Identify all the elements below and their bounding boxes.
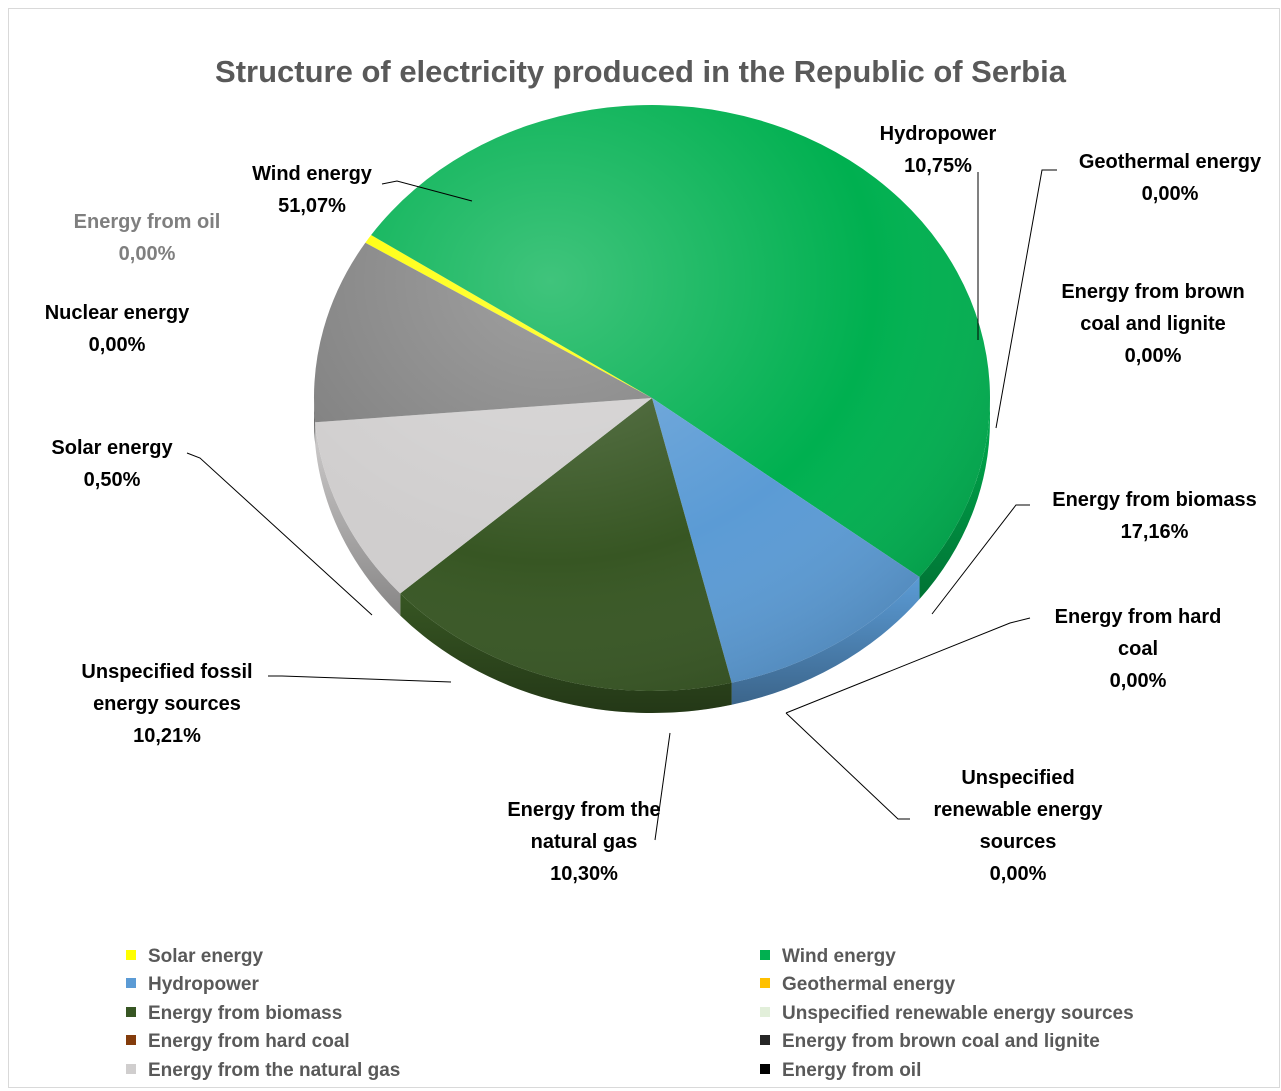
- legend-swatch: [126, 1006, 136, 1017]
- pie-rim-shade: [919, 398, 990, 600]
- data-label-fossil: Unspecified fossil energy sources 10,21%: [81, 661, 253, 747]
- data-label-hydro: Hydropower 10,75%: [879, 123, 997, 177]
- legend-swatch: [126, 1034, 136, 1045]
- legend-swatch: [760, 1063, 770, 1074]
- legend-item-unspecified-renewable: Unspecified renewable energy sources: [760, 1003, 1134, 1025]
- data-label-gas: Energy from the natural gas 10,30%: [507, 799, 661, 885]
- leader-lines: [186, 169, 1057, 841]
- legend-item-geothermal: Geothermal energy: [760, 974, 955, 996]
- legend-item-hydro: Hydropower: [126, 974, 259, 996]
- data-label-geothermal: Geothermal energy 0,00%: [1078, 151, 1262, 205]
- data-label-oil: Energy from oil 0,00%: [73, 211, 221, 265]
- data-label-solar: Solar energy 0,50%: [51, 437, 173, 491]
- leader-line-gas: [654, 732, 671, 841]
- legend-swatch: [760, 1034, 770, 1045]
- data-label-brown-coal: Energy from brown coal and lignite 0,00%: [1061, 281, 1245, 367]
- data-label-unspecified-renewable: Unspecified renewable energy sources 0,0…: [933, 767, 1103, 885]
- pie-rim-shade: [315, 422, 401, 616]
- data-label-nuclear: Nuclear energy 0,00%: [44, 302, 190, 356]
- legend-item-oil: Energy from oil: [760, 1060, 921, 1082]
- pie-gloss: [314, 105, 990, 691]
- data-label-biomass: Energy from biomass 17,16%: [1052, 489, 1257, 543]
- leader-line-hard-coal: [785, 617, 1031, 714]
- leader-line-unspecified-renewable: [785, 712, 910, 820]
- legend-item-natural-gas: Energy from the natural gas: [126, 1060, 400, 1082]
- leader-line-fossil: [268, 675, 452, 683]
- leader-line-geo: [995, 169, 1057, 429]
- pie-rim-shade: [314, 398, 316, 445]
- pie-rim: [314, 398, 990, 713]
- legend-item-wind: Wind energy: [760, 946, 896, 968]
- leader-line-wind: [381, 180, 473, 202]
- leader-line-biomass: [931, 504, 1030, 615]
- legend-item-biomass: Energy from biomass: [126, 1003, 342, 1025]
- chart-title: Structure of electricity produced in the…: [215, 54, 1066, 89]
- legend-item-hard-coal: Energy from hard coal: [126, 1031, 350, 1053]
- legend-swatch: [126, 949, 136, 960]
- legend-item-solar: Solar energy: [126, 946, 263, 968]
- pie-rim-shade: [400, 593, 732, 713]
- pie-rim-shade: [731, 577, 920, 705]
- data-label-wind: Wind energy 51,07%: [252, 163, 372, 217]
- legend-swatch: [760, 949, 770, 960]
- legend-swatch: [126, 977, 136, 988]
- legend-item-brown-coal: Energy from brown coal and lignite: [760, 1031, 1100, 1053]
- legend-swatch: [760, 1006, 770, 1017]
- legend-swatch: [126, 1063, 136, 1074]
- pie-top: [314, 104, 991, 691]
- leader-line-solar: [186, 452, 373, 616]
- legend-swatch: [760, 977, 770, 988]
- data-label-hard-coal: Energy from hard coal 0,00%: [1054, 606, 1222, 692]
